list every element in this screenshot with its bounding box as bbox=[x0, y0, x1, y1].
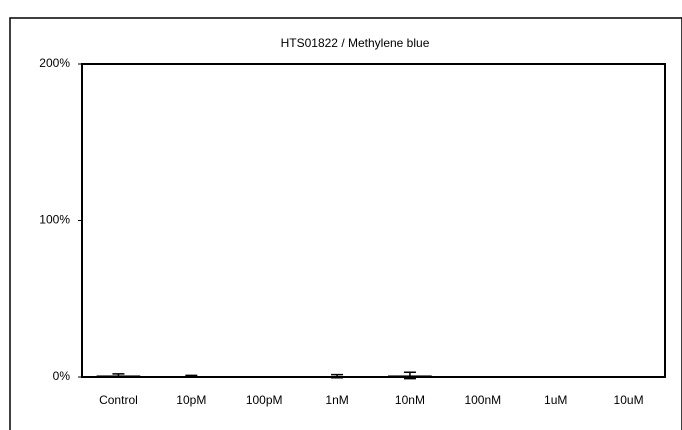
chart-title: HTS01822 / Methylene blue bbox=[281, 36, 430, 50]
error-bar bbox=[185, 374, 198, 378]
y-tick-label: 100% bbox=[39, 213, 70, 227]
x-tick-label: 1nM bbox=[325, 393, 348, 407]
y-tick-label: 200% bbox=[39, 56, 70, 70]
x-tick-label: 1uM bbox=[544, 393, 567, 407]
y-tick-label: 0% bbox=[53, 369, 71, 383]
x-tick-label: 100nM bbox=[464, 393, 501, 407]
x-tick-label: 10pM bbox=[176, 393, 206, 407]
x-tick-label: 10uM bbox=[614, 393, 644, 407]
x-tick-label: 100pM bbox=[246, 393, 283, 407]
error-bar bbox=[331, 373, 344, 379]
plot-area bbox=[81, 63, 666, 378]
x-tick-label: 10nM bbox=[395, 393, 425, 407]
error-bar bbox=[112, 373, 125, 378]
x-tick-label: Control bbox=[99, 393, 138, 407]
chart-frame bbox=[9, 17, 682, 430]
error-bar bbox=[403, 371, 416, 380]
